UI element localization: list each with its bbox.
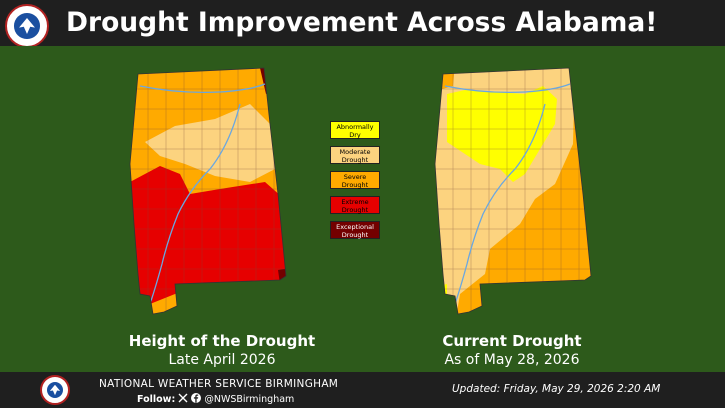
state-outline bbox=[129, 67, 287, 315]
right-drought-map bbox=[434, 67, 592, 315]
river-lines bbox=[139, 83, 266, 305]
extreme-drought-area bbox=[130, 166, 286, 304]
abnormally-dry-area bbox=[447, 86, 557, 182]
social-handle[interactable]: @NWSBirmingham bbox=[204, 394, 295, 405]
map-panel: Abnormally Dry Moderate Drought Severe Drou… bbox=[0, 46, 725, 372]
legend-moderate-drought: Moderate Drought bbox=[330, 146, 380, 164]
social-follow: Follow: @NWSBirmingham bbox=[137, 393, 294, 405]
nws-logo bbox=[5, 4, 49, 48]
severe-drought-area bbox=[435, 68, 591, 314]
follow-label: Follow: bbox=[137, 394, 176, 405]
footer-bar: NATIONAL WEATHER SERVICE BIRMINGHAM Foll… bbox=[0, 372, 725, 408]
legend-exceptional-drought: Exceptional Drought bbox=[330, 221, 380, 239]
facebook-icon[interactable] bbox=[191, 393, 202, 403]
county-lines bbox=[130, 68, 286, 314]
office-name: NATIONAL WEATHER SERVICE BIRMINGHAM bbox=[99, 378, 339, 390]
left-map-title: Height of the Drought bbox=[128, 332, 316, 350]
updated-timestamp: Updated: Friday, May 29, 2026 2:20 AM bbox=[452, 383, 661, 395]
legend-abnormally-dry: Abnormally Dry bbox=[330, 121, 380, 139]
right-map-title: Current Drought bbox=[442, 332, 582, 350]
page-title: Drought Improvement Across Alabama! bbox=[66, 7, 658, 38]
left-map-date: Late April 2026 bbox=[168, 352, 276, 368]
abnormally-dry-coast bbox=[435, 284, 447, 309]
right-map-date: As of May 28, 2026 bbox=[444, 352, 580, 368]
header-bar: Drought Improvement Across Alabama! bbox=[0, 0, 725, 48]
moderate-drought-area bbox=[145, 104, 275, 182]
legend-severe-drought: Severe Drought bbox=[330, 171, 380, 189]
legend-extreme-drought: Extreme Drought bbox=[330, 196, 380, 214]
river-lines bbox=[444, 83, 571, 305]
x-icon[interactable] bbox=[178, 393, 188, 403]
county-lines bbox=[435, 68, 591, 314]
nws-footer-logo bbox=[40, 375, 70, 405]
left-drought-map bbox=[129, 67, 287, 315]
state-outline bbox=[434, 67, 592, 315]
